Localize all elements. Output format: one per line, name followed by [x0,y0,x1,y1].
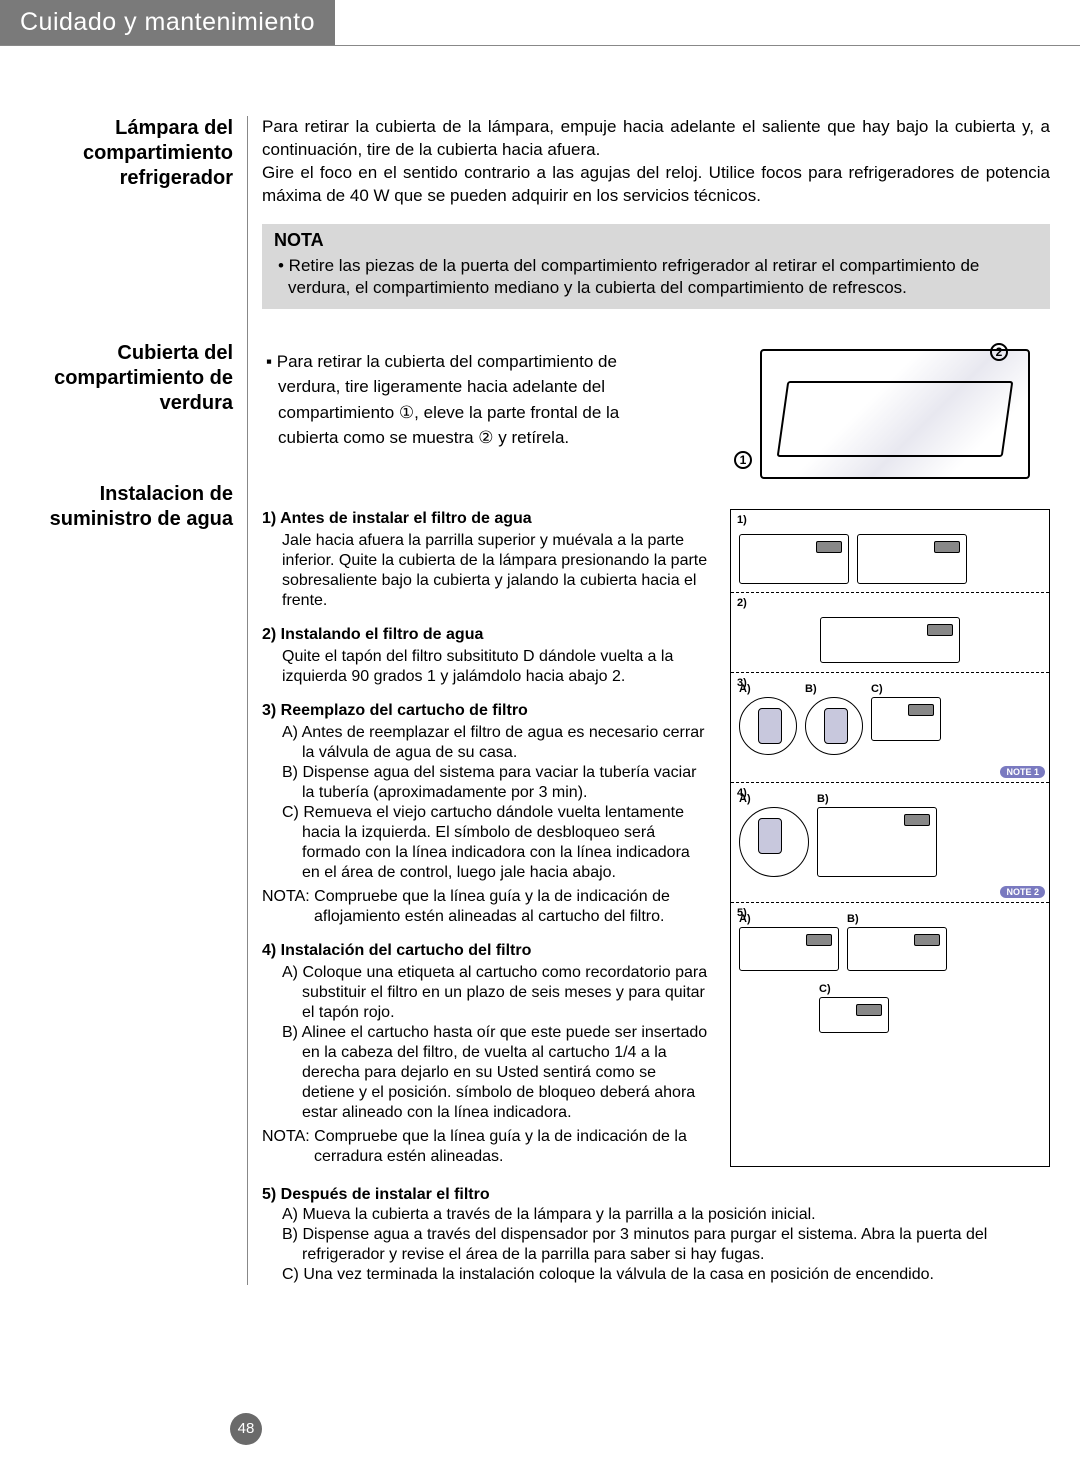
header-tab: Cuidado y mantenimiento [0,0,335,45]
header-bar: Cuidado y mantenimiento [0,0,1080,46]
fig3-b [805,697,863,755]
nota-title: NOTA [274,230,1038,251]
step3-c: C) Remueva el viejo cartucho dándole vue… [262,803,710,883]
fig-row-4: 4) A) B) NOTE 2 [731,783,1049,903]
heading-water: Instalacion de suministro de agua [0,482,247,532]
heading-cover: Cubierta del compartimiento de verdura [0,341,247,416]
step4-b: B) Alinee el cartucho hasta oír que este… [262,1023,710,1123]
fig3-c [871,697,941,741]
water-text-column: 1) Antes de instalar el filtro de agua J… [262,509,710,1167]
section2-row: ▪ Para retirar la cubierta del compartim… [262,349,1050,479]
page-body: Lámpara del compartimiento refrigerador … [0,46,1080,1285]
fig4-a [739,807,809,877]
section2-text: ▪ Para retirar la cubierta del compartim… [262,349,682,451]
fig5-a [739,927,839,971]
fig-row-1: 1) [731,510,1049,593]
nota-text: • Retire las piezas de la puerta del com… [274,255,1038,299]
fig-label-2: 2) [737,597,747,609]
heading-lamp: Lámpara del compartimiento refrigerador [0,116,247,191]
fig3-c-label: C) [871,683,883,695]
step3-a: A) Antes de reemplazar el filtro de agua… [262,723,710,763]
step1-body: Jale hacia afuera la parrilla superior y… [262,531,710,611]
fig-row-2: 2) [731,593,1049,673]
fig-label-1: 1) [737,514,747,526]
step5-c: C) Una vez terminada la instalación colo… [262,1265,1050,1285]
fig1-box-b [857,534,967,584]
step4-a: A) Coloque una etiqueta al cartucho como… [262,963,710,1023]
step3-title: 3) Reemplazo del cartucho de filtro [262,701,710,721]
step5-title: 5) Después de instalar el filtro [262,1185,1050,1205]
fig5-a-label: A) [739,913,751,925]
fig3-b-label: B) [805,683,817,695]
fig3-a-label: A) [739,683,751,695]
nota-box: NOTA • Retire las piezas de la puerta de… [262,224,1050,309]
illus-marker-1: 1 [734,451,752,469]
section1-body: Para retirar la cubierta de la lámpara, … [262,116,1050,208]
fig5-b [847,927,947,971]
water-section: 1) Antes de instalar el filtro de agua J… [262,509,1050,1167]
step5-b: B) Dispense agua a través del dispensado… [262,1225,1050,1265]
fig-row-5: 5) A) B) C) [731,903,1049,1043]
fig5-c-label: C) [819,983,831,995]
note-badge-1: NOTE 1 [1000,766,1045,778]
fig3-a [739,697,797,755]
note-badge-2: NOTE 2 [1000,886,1045,898]
left-column: Lámpara del compartimiento refrigerador … [0,116,248,1285]
page-number: 48 [230,1413,262,1445]
fig5-c [819,997,889,1033]
right-column: Para retirar la cubierta de la lámpara, … [248,116,1080,1285]
cover-illustration: 1 2 [760,349,1030,479]
step3-b: B) Dispense agua del sistema para vaciar… [262,763,710,803]
illus-marker-2: 2 [990,343,1008,361]
step4-title: 4) Instalación del cartucho del filtro [262,941,710,961]
fig1-box-a [739,534,849,584]
step5-block: 5) Después de instalar el filtro A) Muev… [262,1185,1050,1285]
step4-nota: NOTA: Compruebe que la línea guía y la d… [262,1127,710,1167]
fig4-b [817,807,937,877]
step2-body: Quite el tapón del filtro subsitituto D … [262,647,710,687]
fig4-b-label: B) [817,793,829,805]
step1-title: 1) Antes de instalar el filtro de agua [262,509,710,529]
step2-title: 2) Instalando el filtro de agua [262,625,710,645]
step3-nota: NOTA: Compruebe que la línea guía y la d… [262,887,710,927]
fig4-a-label: A) [739,793,751,805]
step5-a: A) Mueva la cubierta a través de la lámp… [262,1205,1050,1225]
fig-row-3: 3) A) B) C) NOTE 1 [731,673,1049,783]
fig5-b-label: B) [847,913,859,925]
water-figure-panel: 1) 2) 3) A) [730,509,1050,1167]
fig2-box [820,617,960,663]
